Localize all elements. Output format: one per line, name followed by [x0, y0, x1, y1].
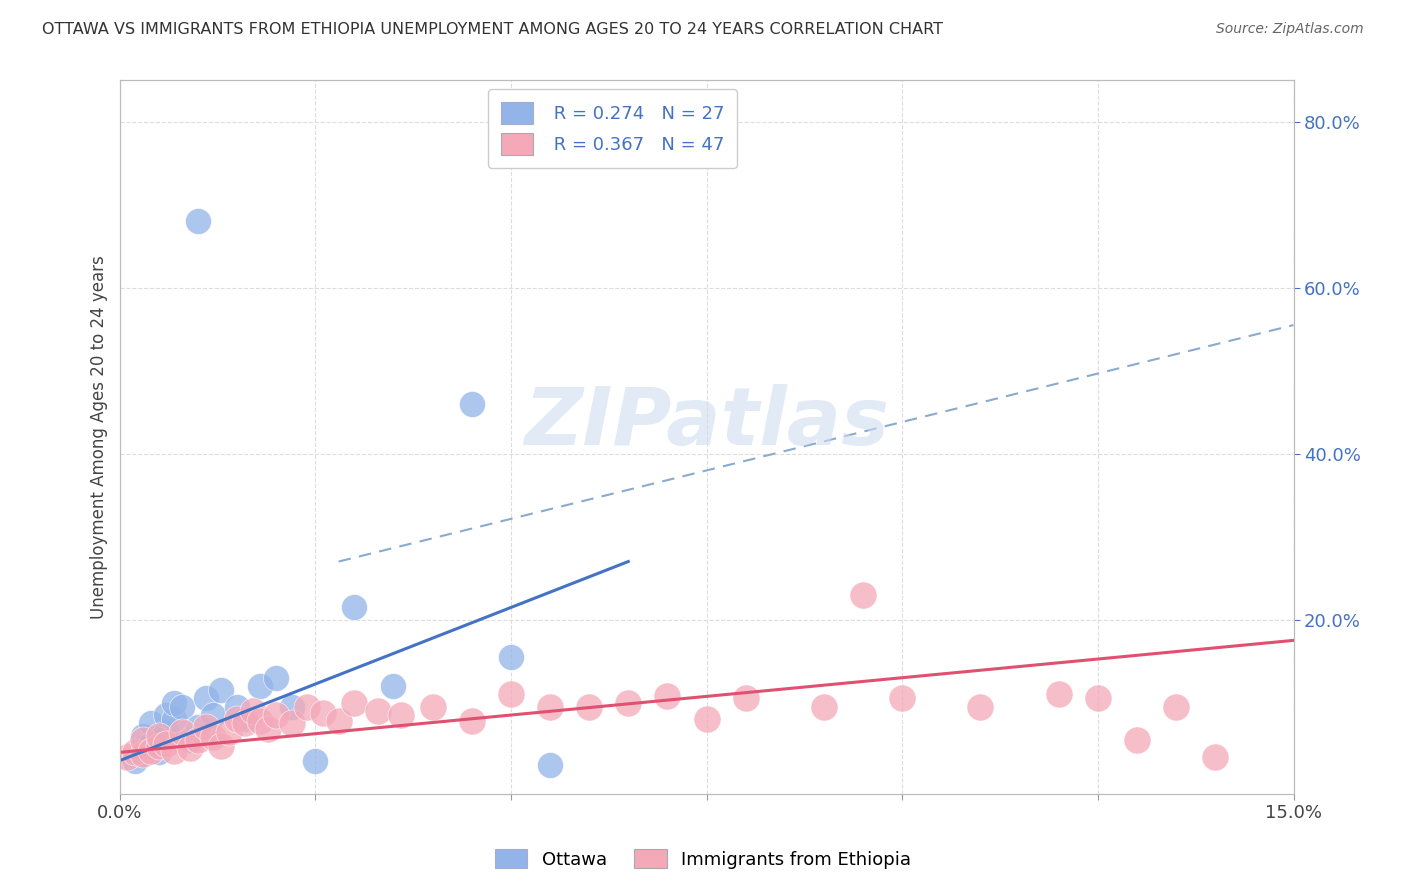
Point [155, 737, 177, 751]
Point [280, 716, 302, 731]
Point [194, 721, 217, 735]
Text: ZIPatlas: ZIPatlas [524, 384, 889, 462]
Point [202, 708, 225, 723]
Point [194, 691, 217, 706]
Point [813, 699, 835, 714]
Point [117, 749, 139, 764]
Point [124, 754, 146, 768]
Point [264, 708, 287, 723]
Point [172, 724, 194, 739]
Point [155, 708, 177, 723]
Point [148, 729, 170, 743]
Point [696, 712, 718, 726]
Point [218, 724, 240, 739]
Point [657, 689, 679, 703]
Point [538, 757, 561, 772]
Legend:  R = 0.274   N = 27,  R = 0.367   N = 47: R = 0.274 N = 27, R = 0.367 N = 47 [488, 89, 737, 168]
Point [734, 691, 756, 706]
Point [179, 733, 201, 747]
Point [367, 704, 389, 718]
Point [389, 708, 412, 723]
Point [139, 716, 162, 731]
Point [499, 650, 522, 665]
Point [280, 699, 302, 714]
Point [233, 716, 256, 731]
Point [343, 600, 366, 615]
Point [139, 737, 162, 751]
Point [1204, 749, 1226, 764]
Point [1047, 687, 1070, 701]
Point [187, 733, 209, 747]
Point [209, 739, 232, 753]
Point [187, 721, 209, 735]
Point [233, 712, 256, 726]
Point [163, 696, 186, 710]
Point [139, 744, 162, 758]
Point [209, 683, 232, 698]
Point [163, 712, 186, 726]
Point [202, 731, 225, 745]
Point [422, 699, 444, 714]
Point [538, 699, 561, 714]
Point [163, 744, 186, 758]
Point [499, 687, 522, 701]
Point [891, 691, 914, 706]
Point [148, 739, 170, 753]
Point [460, 714, 484, 728]
Point [382, 679, 405, 693]
Point [124, 745, 146, 759]
Point [249, 714, 271, 728]
Point [304, 754, 326, 768]
Point [257, 722, 280, 736]
Point [264, 671, 287, 685]
Point [1166, 699, 1188, 714]
Y-axis label: Unemployment Among Ages 20 to 24 years: Unemployment Among Ages 20 to 24 years [90, 255, 108, 619]
Point [172, 699, 194, 714]
Point [617, 696, 640, 710]
Point [343, 696, 366, 710]
Point [328, 714, 350, 728]
Point [225, 699, 249, 714]
Point [460, 397, 484, 411]
Point [132, 733, 155, 747]
Point [225, 712, 249, 726]
Point [852, 588, 875, 602]
Point [148, 745, 170, 759]
Text: OTTAWA VS IMMIGRANTS FROM ETHIOPIA UNEMPLOYMENT AMONG AGES 20 TO 24 YEARS CORREL: OTTAWA VS IMMIGRANTS FROM ETHIOPIA UNEMP… [42, 22, 943, 37]
Point [1087, 691, 1109, 706]
Point [242, 704, 264, 718]
Point [969, 699, 991, 714]
Point [148, 733, 170, 747]
Point [312, 706, 335, 720]
Point [187, 214, 209, 228]
Point [179, 741, 201, 756]
Point [132, 741, 155, 756]
Text: Source: ZipAtlas.com: Source: ZipAtlas.com [1216, 22, 1364, 37]
Point [132, 729, 155, 743]
Point [297, 699, 319, 714]
Point [578, 699, 600, 714]
Point [155, 724, 177, 739]
Point [249, 679, 271, 693]
Point [1126, 733, 1149, 747]
Legend: Ottawa, Immigrants from Ethiopia: Ottawa, Immigrants from Ethiopia [488, 842, 918, 876]
Point [132, 747, 155, 761]
